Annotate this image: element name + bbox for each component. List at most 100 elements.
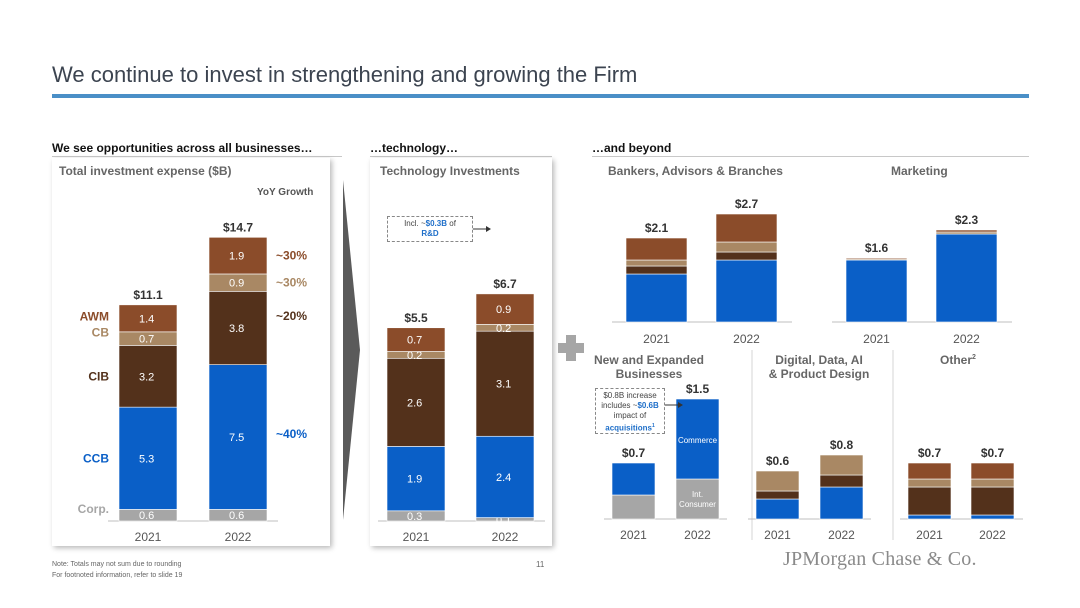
bar-segment-awm-2021 xyxy=(907,462,952,480)
bar-segment-ccb-2021 xyxy=(907,514,952,520)
bar-total-label: $11.1 xyxy=(133,288,163,302)
acquisitions-callout-prefix: includes ~ xyxy=(601,401,638,410)
category-label: 2021 xyxy=(643,332,670,346)
bar-total-label: $0.7 xyxy=(918,446,942,460)
bar-segment-awm-2022 xyxy=(475,293,535,325)
bar-segment-cib-2022 xyxy=(208,291,268,365)
bar-segment-awm-2022 xyxy=(819,454,864,476)
segment-label: 0.7 xyxy=(407,335,422,347)
bar-total-label: $5.5 xyxy=(404,311,428,325)
new-businesses-title: New and Expanded Businesses xyxy=(580,353,718,381)
segment-label: Commerce xyxy=(678,436,718,445)
series-label-cb: CB xyxy=(92,326,110,340)
segment-label: Int. xyxy=(692,490,703,499)
segment-label: 1.9 xyxy=(229,251,244,263)
footnote-reference: For footnoted information, refer to slid… xyxy=(52,572,183,579)
bar-total-label: $6.7 xyxy=(493,277,517,291)
tech-chart: 0.31.92.60.20.7$5.520210.12.43.10.20.9$6… xyxy=(378,226,545,544)
total-investment-title: Total investment expense ($B) xyxy=(59,164,232,178)
bar-total-label: $0.7 xyxy=(981,446,1005,460)
bar-segment-ccb-2021 xyxy=(755,498,800,520)
marketing-chart: $1.6 2021 $2.3 2022 xyxy=(832,213,1012,346)
bar-segment-ccb-2022 xyxy=(970,514,1015,520)
total-investment-panel xyxy=(52,158,330,546)
bar-segment-cib-2021 xyxy=(118,345,178,408)
bar-segment-awm-2021 xyxy=(755,470,800,492)
rd-callout-mid: of xyxy=(447,219,456,228)
category-label: 2022 xyxy=(225,530,252,544)
acquisitions-callout-word: acquisitions xyxy=(605,423,652,433)
bar-segment-awm-2022 xyxy=(935,229,998,233)
acquisitions-callout-amount: $0.6B xyxy=(637,401,659,410)
category-label: 2021 xyxy=(403,530,430,544)
segment-label: 0.2 xyxy=(407,350,422,362)
yoy-growth-cib: ~20% xyxy=(276,309,307,323)
newbiz-chart: $0.7 2021 Int.Consumer Commerce $1.5 2022 xyxy=(604,382,727,542)
category-label: 2021 xyxy=(916,528,943,542)
arrowhead-icon xyxy=(486,226,491,232)
bar-segment-awm-2021 xyxy=(625,237,688,261)
bar-segment-cib-2022 xyxy=(715,251,778,261)
category-label: 2022 xyxy=(733,332,760,346)
bar-total-label: $2.3 xyxy=(955,213,979,227)
segment-label: 0.6 xyxy=(139,510,154,522)
bar-segment-ccb-2022 xyxy=(475,435,535,518)
chevron-arrow-icon xyxy=(343,180,360,520)
section-rule-beyond xyxy=(592,156,1029,157)
category-label: 2021 xyxy=(764,528,791,542)
segment-label: 7.5 xyxy=(229,432,244,444)
bar-segment-cib-2022 xyxy=(819,474,864,488)
bar-total-label: $2.7 xyxy=(735,197,759,211)
segment-label: 0.6 xyxy=(229,510,244,522)
bar-total-label: $0.8 xyxy=(830,438,854,452)
page-title: We continue to invest in strengthening a… xyxy=(52,62,638,87)
bar-segment-awm-2021 xyxy=(386,327,446,352)
segment-label: 1.9 xyxy=(407,474,422,486)
digital-title-line2: & Product Design xyxy=(768,367,870,381)
segment-label: 3.8 xyxy=(229,323,244,335)
bar-segment-cb-2022 xyxy=(715,241,778,253)
bar-segment-cib-2022 xyxy=(475,330,535,437)
bar-segment-cb-2021 xyxy=(625,259,688,267)
acquisitions-callout: $0.8B increase includes ~$0.6B impact of… xyxy=(595,388,665,434)
bankers-chart: $2.1 2021 $2.7 2022 xyxy=(612,197,792,346)
bar-segment-awm-2022 xyxy=(208,236,268,275)
marketing-title: Marketing xyxy=(891,164,948,178)
series-label-corp: Corp. xyxy=(78,502,109,516)
footnote-rounding: Note: Totals may not sum due to rounding xyxy=(52,561,182,568)
segment-label: 0.9 xyxy=(496,304,511,316)
section-heading-businesses: We see opportunities across all business… xyxy=(52,141,313,155)
bar-total-label: $2.1 xyxy=(645,221,669,235)
segment-label: 2.6 xyxy=(407,397,422,409)
bar-segment-int-consumer-2022 xyxy=(675,478,720,520)
other-title-text: Other xyxy=(940,353,973,367)
section-rule-businesses xyxy=(52,156,342,157)
digital-chart: $0.6 2021 $0.8 2022 xyxy=(748,438,871,542)
category-label: 2021 xyxy=(863,332,890,346)
title-rule xyxy=(52,94,1029,98)
section-heading-beyond: …and beyond xyxy=(592,141,672,155)
category-label: 2022 xyxy=(684,528,711,542)
bar-segment-ccb-2021 xyxy=(845,259,908,323)
bar-total-label: $1.6 xyxy=(865,241,889,255)
bar-segment-cib-2021 xyxy=(625,265,688,275)
bar-segment-ccb-2021 xyxy=(118,406,178,510)
rd-callout-line1: Incl. ~$0.3B of xyxy=(388,219,472,229)
bankers-title: Bankers, Advisors & Branches xyxy=(608,164,783,178)
other-chart: $0.7 2021 $0.7 2022 xyxy=(900,446,1023,542)
category-label: 2022 xyxy=(979,528,1006,542)
segment-label: 0.9 xyxy=(229,278,244,290)
category-label: 2022 xyxy=(953,332,980,346)
series-label-ccb: CCB xyxy=(83,451,109,465)
other-footnote-sup: 2 xyxy=(972,354,976,361)
bar-segment-awm-2021 xyxy=(118,304,178,333)
bar-segment-int-consumer-2021 xyxy=(611,494,656,520)
series-label-cib: CIB xyxy=(88,369,109,383)
page-number: 11 xyxy=(536,560,545,569)
rd-callout-label: R&D xyxy=(421,229,439,238)
category-label: 2022 xyxy=(828,528,855,542)
segment-label: 3.2 xyxy=(139,371,154,383)
bar-total-label: $0.7 xyxy=(622,446,646,460)
segment-label: 1.4 xyxy=(139,313,154,325)
